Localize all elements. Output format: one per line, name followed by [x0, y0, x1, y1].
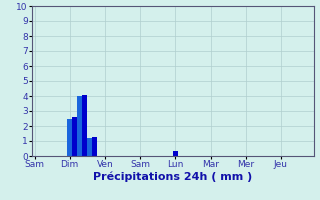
- Bar: [72, 117, 77, 156]
- Bar: [87, 138, 92, 156]
- Bar: [92, 137, 97, 156]
- Bar: [77, 96, 82, 156]
- Bar: [67, 118, 72, 156]
- Bar: [173, 151, 178, 156]
- X-axis label: Précipitations 24h ( mm ): Précipitations 24h ( mm ): [93, 172, 252, 182]
- Bar: [83, 95, 87, 156]
